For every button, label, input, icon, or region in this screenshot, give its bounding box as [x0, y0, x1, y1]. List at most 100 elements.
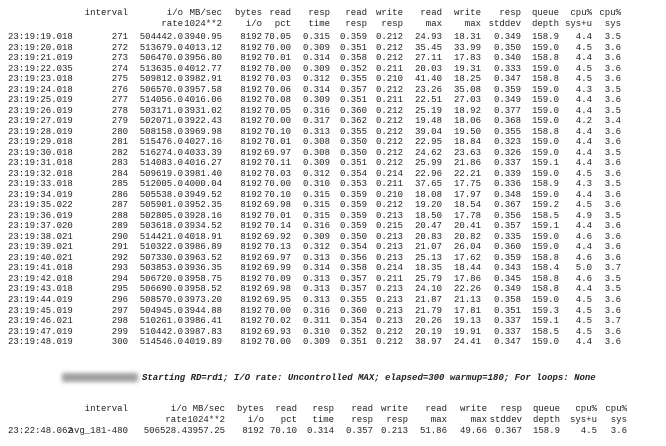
- cell: 516274.0: [139, 147, 183, 158]
- cell: 17.86: [453, 273, 481, 284]
- timestamp: 23:19:45.019: [8, 305, 73, 316]
- timestamp: 23:19:29.018: [8, 137, 73, 148]
- cell: 505538.0: [139, 189, 183, 200]
- cell: 0.315: [302, 210, 330, 221]
- cell: 69.92: [263, 231, 291, 242]
- cell: 0.213: [375, 210, 403, 221]
- cell: 69.99: [263, 263, 291, 274]
- cell: 503853.0: [139, 263, 183, 274]
- cell: 0.311: [302, 316, 330, 327]
- cell: 4.2: [575, 116, 592, 127]
- cell: 273: [111, 53, 128, 64]
- cell: 508158.0: [139, 126, 183, 137]
- cell: 505901.0: [139, 200, 183, 211]
- cell: 4.6: [575, 231, 592, 242]
- cell: 512005.0: [139, 179, 183, 190]
- cell: 0.313: [302, 273, 330, 284]
- cell: 22.21: [453, 168, 481, 179]
- cell: 8192: [240, 84, 262, 95]
- timestamp: 23:19:21.019: [8, 53, 73, 64]
- cell: 8192: [240, 189, 262, 200]
- column-header: resp: [345, 18, 367, 29]
- column-header: depth: [532, 414, 560, 425]
- cell: 159.1: [531, 221, 559, 232]
- timestamp: 23:19:42.018: [8, 273, 73, 284]
- cell: 4.4: [575, 95, 592, 106]
- cell: 509619.0: [139, 168, 183, 179]
- cell: 17.78: [453, 210, 481, 221]
- banner: Starting RD=rd1; I/O rate: Uncontrolled …: [142, 373, 596, 383]
- cell: 0.362: [339, 116, 367, 127]
- cell: 3.6: [604, 189, 621, 200]
- column-header: max: [464, 18, 481, 29]
- cell: 506528.4: [143, 426, 187, 436]
- cell: 69.98: [263, 284, 291, 295]
- cell: 0.337: [493, 326, 521, 337]
- timestamp: 23:19:26.019: [8, 105, 73, 116]
- cell: 0.210: [375, 189, 403, 200]
- cell: 293: [111, 263, 128, 274]
- cell: 283: [111, 158, 128, 169]
- column-header: pct: [274, 18, 291, 29]
- column-header: time: [308, 18, 330, 29]
- cell: 158.9: [531, 179, 559, 190]
- cell: 159.0: [531, 84, 559, 95]
- column-header: write: [453, 8, 481, 18]
- cell: 0.350: [339, 231, 367, 242]
- cell: 277: [111, 95, 128, 106]
- column-header: resp: [500, 404, 522, 414]
- cell: 18.06: [453, 116, 481, 127]
- cell: 159.0: [531, 231, 559, 242]
- column-header: resp: [351, 414, 373, 425]
- cell: 0.350: [339, 137, 367, 148]
- column-header: resp: [308, 8, 330, 18]
- cell: 8192: [240, 95, 262, 106]
- cell: 158.9: [532, 426, 560, 436]
- cell: 19.13: [453, 316, 481, 327]
- cell: 8192: [240, 273, 262, 284]
- cell: 8192: [240, 116, 262, 127]
- cell: 4.5: [575, 63, 592, 74]
- cell: 296: [111, 295, 128, 305]
- cell: 0.214: [375, 168, 403, 179]
- timestamp: 23:19:32.018: [8, 168, 73, 179]
- timestamp: 23:19:22.035: [8, 63, 73, 74]
- cell: 0.351: [339, 42, 367, 53]
- cell: 279: [111, 116, 128, 127]
- cell: 0.309: [302, 95, 330, 106]
- cell: 0.312: [302, 74, 330, 85]
- cell: 0.213: [375, 252, 403, 263]
- cell: 70.01: [263, 137, 291, 148]
- cell: 69.97: [263, 147, 291, 158]
- cell: 3.6: [610, 426, 627, 436]
- cell: 513635.0: [139, 63, 183, 74]
- timestamp: 23:19:39.021: [8, 242, 73, 253]
- cell: 18.08: [414, 189, 442, 200]
- cell: 8192: [240, 337, 262, 348]
- cell: 0.315: [302, 200, 330, 211]
- cell: 159.1: [531, 158, 559, 169]
- column-header: i/o: [245, 18, 262, 29]
- cell: 0.359: [339, 32, 367, 42]
- cell: 0.313: [302, 295, 330, 305]
- cell: 4.3: [575, 84, 592, 95]
- cell: 8192: [240, 105, 262, 116]
- column-header: resp: [386, 414, 408, 425]
- cell: 70.03: [263, 168, 291, 179]
- cell: 0.357: [493, 221, 521, 232]
- timestamp: 23:19:48.019: [8, 337, 73, 348]
- cell: 0.360: [493, 242, 521, 253]
- cell: 3986.89: [184, 242, 222, 253]
- column-header: 1024**2: [184, 18, 222, 29]
- cell: 8192: [240, 179, 262, 190]
- timestamp: 23:19:34.019: [8, 189, 73, 200]
- timestamp: 23:19:30.018: [8, 147, 73, 158]
- cell: 282: [111, 147, 128, 158]
- cell: 510261.0: [139, 316, 183, 327]
- cell: 4016.27: [184, 158, 222, 169]
- cell: 4.5: [575, 200, 592, 211]
- cell: 8192: [240, 158, 262, 169]
- timestamp: 23:19:20.018: [8, 42, 73, 53]
- cell: 0.356: [339, 252, 367, 263]
- cell: 22.51: [414, 95, 442, 106]
